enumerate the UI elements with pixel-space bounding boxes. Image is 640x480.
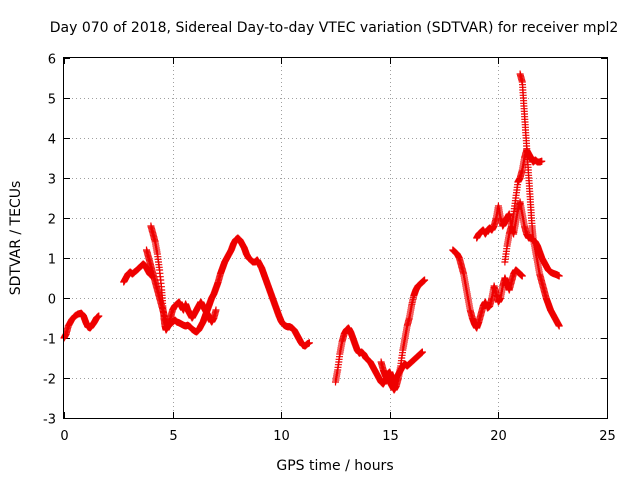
x-tick-label: 15 — [382, 429, 399, 444]
data-point — [418, 348, 426, 356]
data-point — [95, 312, 103, 320]
y-tick-label: 5 — [48, 93, 56, 108]
y-tick-label: 1 — [48, 253, 56, 268]
y-axis-label: SDTVAR / TECUs — [8, 181, 24, 296]
x-tick-label: 0 — [60, 429, 68, 444]
x-tick-label: 20 — [490, 429, 507, 444]
axis-ticks: 0 5 10 15 20 25 -3 -2 -1 0 1 2 3 4 5 6 — [43, 53, 616, 445]
data-series — [60, 70, 563, 394]
y-tick-label: 4 — [48, 133, 56, 148]
x-tick-label: 25 — [599, 429, 616, 444]
y-tick-label: 6 — [48, 53, 56, 68]
x-tick-label: 10 — [273, 429, 290, 444]
y-tick-label: 3 — [48, 173, 56, 188]
chart-title: Day 070 of 2018, Sidereal Day-to-day VTE… — [50, 20, 619, 36]
y-tick-label: -1 — [43, 333, 56, 348]
data-point — [421, 276, 429, 284]
data-point — [212, 306, 220, 314]
data-point — [555, 322, 563, 330]
x-axis-label: GPS time / hours — [276, 458, 393, 474]
data-point — [538, 157, 546, 165]
x-tick-label: 5 — [169, 429, 177, 444]
y-tick-label: -3 — [43, 413, 56, 428]
y-tick-label: 2 — [48, 213, 56, 228]
plot-frame — [63, 57, 608, 419]
y-tick-label: -2 — [43, 373, 56, 388]
y-tick-label: 0 — [48, 293, 56, 308]
data-point — [518, 272, 526, 280]
data-point — [555, 272, 563, 280]
data-point — [305, 339, 313, 347]
